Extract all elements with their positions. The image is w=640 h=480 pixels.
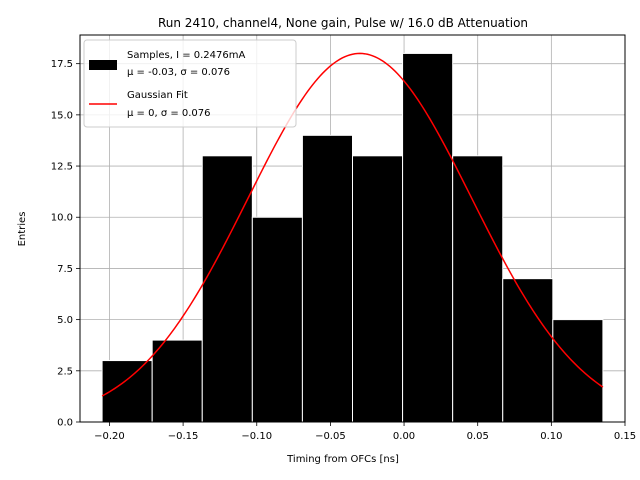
- legend: Samples, I = 0.2476mA μ = -0.03, σ = 0.0…: [83, 39, 297, 128]
- gaussian-fit-line: [101, 52, 604, 397]
- histogram-bar: [201, 155, 253, 423]
- histogram-bars: [101, 52, 604, 423]
- x-tick-label: −0.15: [168, 431, 199, 442]
- histogram-bar: [301, 134, 353, 423]
- legend-fit-label: Gaussian Fit: [127, 90, 188, 101]
- plot-frame: [79, 34, 626, 423]
- histogram-bar: [452, 155, 504, 423]
- chart-title: Run 2410, channel4, None gain, Pulse w/ …: [158, 16, 528, 30]
- histogram-bar: [402, 52, 454, 423]
- y-tick-label: 15.0: [51, 110, 73, 121]
- y-tick-label: 10.0: [51, 213, 73, 224]
- x-tick-label: 0.15: [614, 431, 636, 442]
- legend-box: [83, 39, 297, 128]
- legend-histogram-swatch: [89, 60, 117, 70]
- y-tick-label: 17.5: [51, 59, 73, 70]
- y-tick-label: 0.0: [57, 418, 73, 429]
- histogram-bar: [502, 278, 554, 423]
- x-tick-label: −0.05: [315, 431, 346, 442]
- x-tick-label: 0.10: [540, 431, 562, 442]
- x-axis-label: Timing from OFCs [ns]: [286, 454, 399, 465]
- x-tick-label: −0.10: [241, 431, 272, 442]
- histogram-bar: [352, 155, 404, 423]
- y-tick-label: 5.0: [57, 315, 73, 326]
- x-tick-label: −0.20: [94, 431, 125, 442]
- x-axis-ticks: −0.20 −0.15 −0.10 −0.05 0.00 0.05 0.10 0.15: [94, 422, 636, 442]
- legend-histogram-stats: μ = -0.03, σ = 0.076: [127, 67, 230, 78]
- histogram-bar: [151, 339, 203, 423]
- y-axis-ticks: 0.0 2.5 5.0 7.5 10.0 12.5 15.0 17.5: [51, 59, 80, 429]
- legend-histogram-label: Samples, I = 0.2476mA: [127, 50, 245, 61]
- x-tick-label: 0.00: [393, 431, 415, 442]
- y-tick-label: 7.5: [57, 264, 73, 275]
- x-tick-label: 0.05: [467, 431, 489, 442]
- histogram-bar: [552, 319, 604, 423]
- y-axis-label: Entries: [17, 212, 28, 247]
- histogram-bar: [251, 216, 303, 423]
- legend-fit-stats: μ = 0, σ = 0.076: [127, 108, 211, 119]
- y-tick-label: 2.5: [57, 366, 73, 377]
- y-tick-label: 12.5: [51, 162, 73, 173]
